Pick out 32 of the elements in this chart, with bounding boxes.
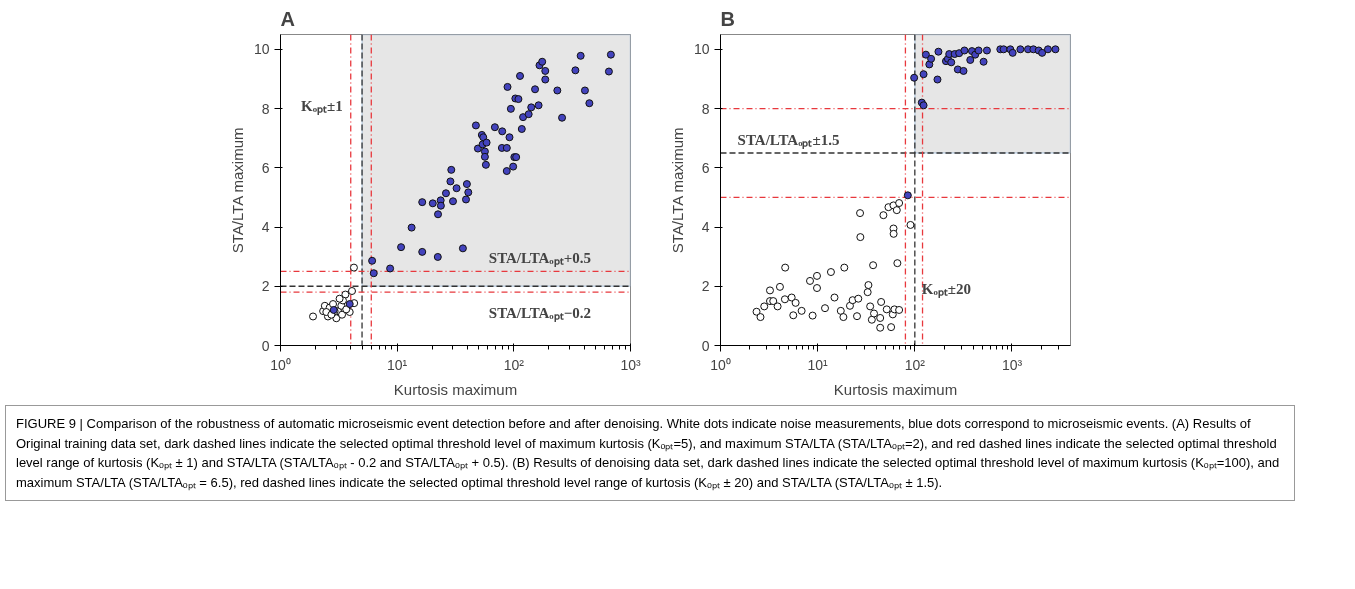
y-tick-label: 10 [253,41,270,58]
y-tick-label: 8 [261,100,270,117]
y-tick-label: 0 [701,337,710,354]
y-tick-label: 4 [261,219,270,236]
x-axis-title: Kurtosis maximum [393,380,518,398]
y-axis-title: STA/LTA maximum [668,127,686,254]
annotation: Kₒₚₜ±1 [301,97,343,115]
annotation: Kₒₚₜ±20 [921,281,972,299]
annotation: STA/LTAₒₚₜ±1.5 [737,131,840,149]
annotation: STA/LTAₒₚₜ−0.2 [488,304,591,322]
x-tick-label: 10¹ [807,356,829,373]
y-tick-label: 6 [261,159,270,176]
chart-title: A [280,7,295,30]
chart-title: B [720,7,735,30]
y-tick-label: 10 [693,41,710,58]
x-tick-label: 10² [904,356,926,373]
caption: FIGURE 9 | Comparison of the robustness of automatic microseismic event detection before and after denoising. White dots indicate noise measurements, blue dots correspond to microseismic events. (A) Results of Original training data set, dark dashed lines indicate the selected optimal threshold level of maximum kurtosis (Kₒₚₜ=5), and maximum STA/LTA (STA/LTAₒₚₜ=2), and red dashed lines indicate the selected optimal threshold level range of kurtosis (Kₒₚₜ ± 1) and STA/LTA (STA/LTAₒₚₜ - 0.2 and STA/LTAₒₚₜ + 0.5). (B) Results of denoising data set, dark dashed lines indicate the selected optimal threshold level of maximum kurtosis (Kₒₚₜ=100), and maximum STA/LTA (STA/LTAₒₚₜ = 6.5), red dashed lines indicate the selected optimal threshold level range of kurtosis (Kₒₚₜ ± 20) and STA/LTA (STA/LTAₒₚₜ ± 1.5). [16,415,1281,492]
y-tick-label: 2 [701,278,710,295]
x-tick-label: 10¹ [387,356,408,373]
x-tick-label: 10⁰ [270,356,291,373]
x-tick-label: 10³ [620,356,641,373]
y-axis-title: STA/LTA maximum [228,127,246,254]
x-tick-label: 10² [503,356,525,373]
x-axis-title: Kurtosis maximum [833,380,958,398]
x-tick-label: 10³ [1001,356,1023,373]
y-tick-label: 0 [261,337,270,354]
y-tick-label: 2 [261,278,270,295]
y-tick-label: 8 [701,100,710,117]
x-tick-label: 10⁰ [710,356,731,373]
y-tick-label: 4 [701,219,710,236]
y-tick-label: 6 [701,159,710,176]
annotation: STA/LTAₒₚₜ+0.5 [488,250,591,268]
